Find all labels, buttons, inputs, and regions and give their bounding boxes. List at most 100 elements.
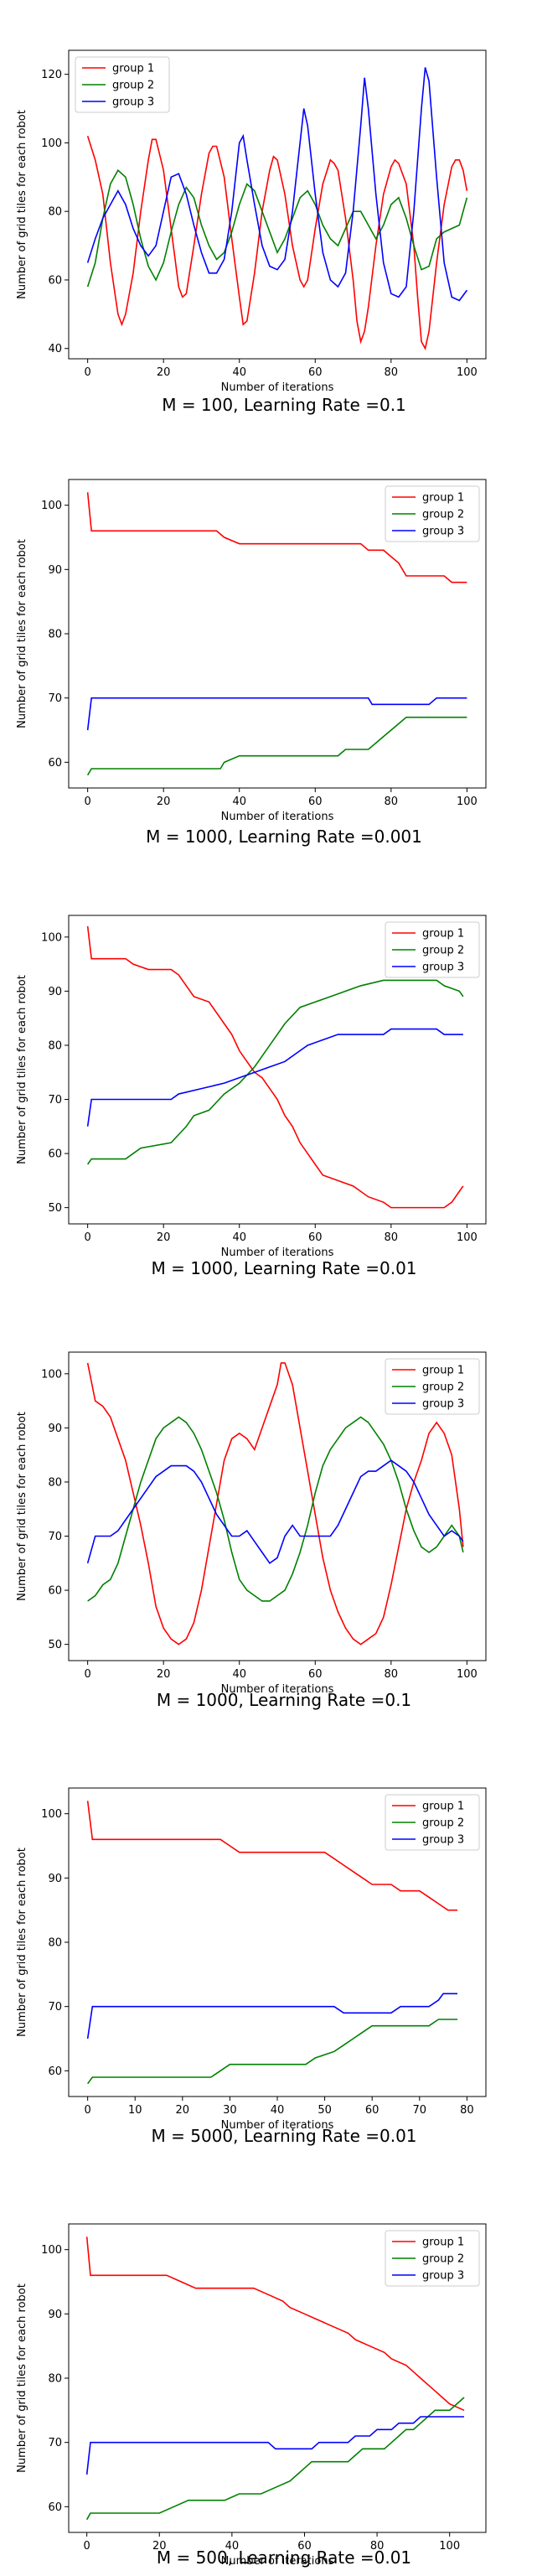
y-tick-label: 60 xyxy=(48,1148,62,1161)
y-tick-label: 90 xyxy=(48,1423,62,1435)
series-line-group-1 xyxy=(86,492,467,583)
y-tick-label: 80 xyxy=(48,629,62,641)
chart-panel-5: 0 10 20 30 40 50 60 70 80 60 70 80 90 100 Number of it… xyxy=(16,1787,487,2146)
y-axis-label: Number of grid tiles for each robot xyxy=(16,1848,28,2037)
x-tick-label: 60 xyxy=(308,1231,323,1244)
x-tick-label: 30 xyxy=(223,2104,237,2117)
y-tick-label: 90 xyxy=(48,986,62,998)
legend-box xyxy=(75,56,170,113)
series-line-group-3 xyxy=(85,2416,465,2475)
x-tick-label: 0 xyxy=(84,2540,90,2553)
legend-entry-label: group 1 xyxy=(422,1801,464,1813)
chart-caption: M = 5000, Learning Rate =0.01 xyxy=(151,2126,416,2146)
legend-entry-label: group 2 xyxy=(422,509,464,521)
legend-entry-label: group 3 xyxy=(112,96,154,109)
x-tick-label: 60 xyxy=(308,366,323,379)
x-tick-label: 80 xyxy=(370,2540,385,2553)
x-tick-label: 50 xyxy=(318,2104,332,2117)
legend-box xyxy=(385,2230,480,2287)
chart-panel-6: 0 20 40 60 80 100 60 70 80 90 100 Number of iterati… xyxy=(16,2223,487,2568)
series-line-group-3 xyxy=(86,1993,458,2040)
y-tick-label: 50 xyxy=(48,1639,62,1651)
y-tick-label: 120 xyxy=(41,69,62,81)
legend-box xyxy=(385,921,480,978)
legend: group 1 group 2 group 3 xyxy=(385,2230,480,2287)
legend-entry-label: group 1 xyxy=(422,2237,464,2249)
x-axis-label: Number of iterations xyxy=(221,1247,334,1259)
x-tick-label: 10 xyxy=(128,2104,142,2117)
y-tick-label: 60 xyxy=(48,1585,62,1598)
chart-panel-1: 0 20 40 60 80 100 40 60 80 100 120 Number of iterat… xyxy=(16,49,487,415)
chart-caption: M = 100, Learning Rate =0.1 xyxy=(162,395,406,415)
legend-entry-label: group 2 xyxy=(422,1381,464,1394)
y-axis-label: Number of grid tiles for each robot xyxy=(16,1412,28,1601)
y-tick-label: 60 xyxy=(48,2065,62,2078)
legend-entry-label: group 3 xyxy=(422,1834,464,1847)
y-axis-label: Number of grid tiles for each robot xyxy=(16,975,28,1164)
series-line-group-3 xyxy=(86,1459,464,1564)
legend-entry-label: group 3 xyxy=(422,1398,464,1411)
y-axis-label: Number of grid tiles for each robot xyxy=(16,110,28,299)
y-tick-label: 60 xyxy=(48,274,62,287)
legend-box xyxy=(385,1794,480,1851)
plot-frame xyxy=(68,49,487,360)
legend-box xyxy=(385,485,480,542)
x-tick-label: 60 xyxy=(297,2540,312,2553)
y-tick-label: 80 xyxy=(48,1039,62,1052)
x-tick-label: 0 xyxy=(84,1668,90,1681)
x-tick-label: 40 xyxy=(232,1231,246,1244)
x-tick-label: 40 xyxy=(225,2540,240,2553)
legend-entry-label: group 1 xyxy=(422,1365,464,1377)
legend-entry-label: group 2 xyxy=(422,945,464,957)
legend-box xyxy=(385,1358,480,1415)
legend: group 1 group 2 group 3 xyxy=(385,1358,480,1415)
series-line-group-3 xyxy=(86,67,468,302)
y-tick-label: 80 xyxy=(48,2373,62,2386)
x-tick-label: 100 xyxy=(457,796,478,808)
x-tick-label: 40 xyxy=(271,2104,285,2117)
chart-panel-2: 0 20 40 60 80 100 60 70 80 90 100 Number of iterati… xyxy=(16,479,487,847)
legend-entry-label: group 2 xyxy=(112,80,154,92)
x-tick-label: 60 xyxy=(308,796,323,808)
legend-entry-label: group 1 xyxy=(112,63,154,75)
legend-entry-label: group 3 xyxy=(422,961,464,974)
series-line-group-2 xyxy=(86,168,468,288)
x-tick-label: 80 xyxy=(460,2104,474,2117)
chart-panel-4: 0 20 40 60 80 100 50 60 70 80 90 100 Number of itera… xyxy=(16,1351,487,1710)
y-tick-label: 100 xyxy=(41,500,62,512)
y-tick-label: 100 xyxy=(41,931,62,944)
y-axis-label: Number of grid tiles for each robot xyxy=(16,539,28,728)
x-tick-label: 20 xyxy=(152,2540,167,2553)
legend-entry-label: group 1 xyxy=(422,928,464,941)
legend-entry-label: group 2 xyxy=(422,2253,464,2266)
series-line-group-1 xyxy=(86,135,468,350)
y-tick-label: 70 xyxy=(48,692,62,705)
y-tick-label: 60 xyxy=(48,757,62,770)
x-tick-label: 20 xyxy=(157,366,171,379)
y-tick-label: 100 xyxy=(41,1808,62,1821)
x-tick-label: 0 xyxy=(84,1231,90,1244)
x-tick-label: 20 xyxy=(157,796,171,808)
x-tick-label: 40 xyxy=(232,1668,246,1681)
chart-caption: M = 500, Learning Rate =0.01 xyxy=(157,2547,411,2568)
x-tick-label: 80 xyxy=(385,1668,399,1681)
y-tick-label: 50 xyxy=(48,1202,62,1215)
chart-caption: M = 1000, Learning Rate =0.01 xyxy=(151,1258,416,1278)
x-tick-label: 100 xyxy=(457,1231,478,1244)
y-tick-label: 90 xyxy=(48,564,62,577)
x-tick-label: 0 xyxy=(84,2104,90,2117)
x-tick-label: 80 xyxy=(385,366,399,379)
y-tick-label: 70 xyxy=(48,1094,62,1107)
x-tick-label: 0 xyxy=(84,366,90,379)
legend: group 1 group 2 group 3 xyxy=(385,921,480,978)
x-axis-label: Number of iterations xyxy=(221,2555,334,2568)
x-tick-label: 100 xyxy=(439,2540,460,2553)
legend: group 1 group 2 group 3 xyxy=(385,485,480,542)
legend-entry-label: group 1 xyxy=(422,492,464,505)
y-tick-label: 60 xyxy=(48,2501,62,2514)
legend: group 1 group 2 group 3 xyxy=(75,56,170,113)
series-line-group-1 xyxy=(85,2237,465,2412)
x-axis-label: Number of iterations xyxy=(221,381,334,394)
legend-entry-label: group 2 xyxy=(422,1817,464,1830)
x-tick-label: 0 xyxy=(84,796,90,808)
